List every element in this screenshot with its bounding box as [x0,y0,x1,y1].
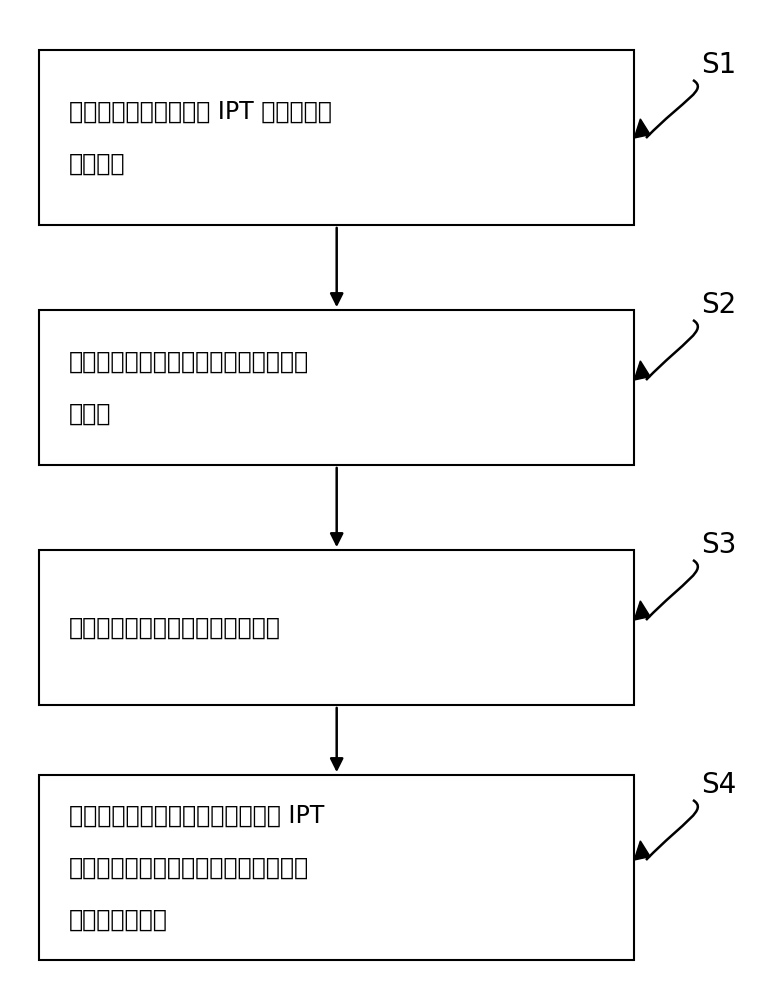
Text: 和最优输入电压: 和最优输入电压 [69,908,168,932]
Text: S3: S3 [701,531,736,559]
FancyBboxPatch shape [39,310,634,465]
Polygon shape [634,841,650,860]
Text: S4: S4 [701,771,736,799]
Text: 根据所述等效电路模型以获取对应的效: 根据所述等效电路模型以获取对应的效 [69,349,309,373]
Text: 解析所述效率模型以确定影响因素: 解析所述效率模型以确定影响因素 [69,615,281,640]
FancyBboxPatch shape [39,50,634,225]
Text: 系统在最高效率时，对应的最优负载值: 系统在最高效率时，对应的最优负载值 [69,856,309,880]
Text: 建立待优化的中继线圈 IPT 系统的等效: 建立待优化的中继线圈 IPT 系统的等效 [69,99,332,123]
Polygon shape [634,601,650,620]
Polygon shape [634,361,650,380]
FancyBboxPatch shape [39,550,634,705]
Text: S2: S2 [701,291,736,319]
FancyBboxPatch shape [39,775,634,960]
Text: S1: S1 [701,51,736,79]
Text: 基于所述影响因素，获取中继线圈 IPT: 基于所述影响因素，获取中继线圈 IPT [69,804,324,828]
Text: 电路模型: 电路模型 [69,151,125,176]
Text: 率模型: 率模型 [69,401,111,426]
Polygon shape [634,119,650,138]
